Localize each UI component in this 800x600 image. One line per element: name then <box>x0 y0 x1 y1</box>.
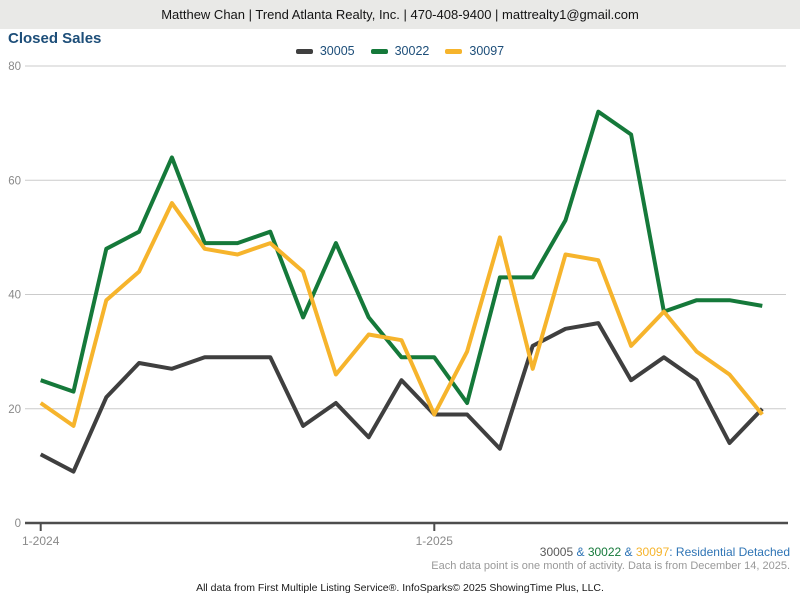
footer-attribution-segment-0: 30005 <box>539 545 574 559</box>
legend-label-30005: 30005 <box>319 44 355 58</box>
series-line-30022 <box>40 109 763 405</box>
x-axis-label-1-2024: 1-2024 <box>22 534 60 548</box>
footer-attribution-segment-4: 30097 <box>635 545 670 559</box>
legend-label-30097: 30097 <box>469 44 505 58</box>
y-axis-label-0: 0 <box>15 518 21 530</box>
y-axis-label-40: 40 <box>8 290 21 302</box>
page-title: Closed Sales <box>8 30 102 47</box>
footer-attribution-segment-5: : Residential Detached <box>669 545 790 559</box>
series-line-30005 <box>39 321 764 474</box>
header-bar: Matthew Chan | Trend Atlanta Realty, Inc… <box>0 0 800 29</box>
y-axis-label-60: 60 <box>8 175 21 187</box>
legend-item-30005: 30005 <box>295 44 355 58</box>
footer-attribution-segment-2: 30022 <box>587 545 622 559</box>
x-axis-label-1-2025: 1-2025 <box>416 534 454 548</box>
legend-swatch-30005 <box>295 48 313 54</box>
legend-label-30022: 30022 <box>394 44 430 58</box>
legend-item-30097: 30097 <box>445 44 504 58</box>
footer-attribution-segment-3: & <box>621 545 636 559</box>
header-contact-text: Matthew Chan | Trend Atlanta Realty, Inc… <box>161 7 639 22</box>
footer-data-note: Each data point is one month of activity… <box>431 560 790 572</box>
footer-attribution: 30005 & 30022 & 30097: Residential Detac… <box>540 545 790 559</box>
footer-disclaimer: All data from First Multiple Listing Ser… <box>196 582 604 594</box>
legend-swatch-30022 <box>370 48 388 54</box>
y-axis-label-80: 80 <box>8 61 21 73</box>
chart-legend: 30005 30022 30097 <box>0 43 800 59</box>
series-line-30097 <box>39 201 764 428</box>
legend-swatch-30097 <box>445 48 463 54</box>
footer-attribution-segment-1: & <box>573 545 588 559</box>
legend-item-30022: 30022 <box>370 44 430 58</box>
y-axis-label-20: 20 <box>8 404 21 416</box>
